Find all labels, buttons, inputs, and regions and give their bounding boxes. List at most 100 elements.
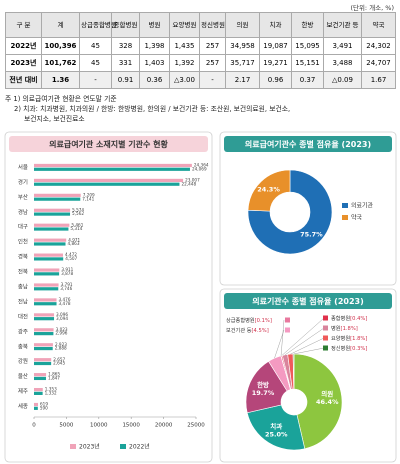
table-cell: 15,095 xyxy=(291,37,324,55)
table-cell: 0.36 xyxy=(139,71,170,89)
header-cell: 보건기관 등 xyxy=(323,12,362,38)
legend-swatch xyxy=(70,444,76,449)
header-row: 구 분 계 상급종합병원 종합병원 병원 요양병원 정신병원 의원 치과 한방 보건기관 등 약국 xyxy=(5,12,396,38)
callout-label: 요양병원[1.8%] xyxy=(331,334,367,342)
bar xyxy=(34,373,47,377)
header-cell: 약국 xyxy=(361,12,396,38)
header-cell: 상급종합병원 xyxy=(79,12,117,38)
header-cell: 병원 xyxy=(139,12,170,38)
bar xyxy=(34,223,70,227)
pie-slice xyxy=(280,355,292,390)
category-label: 전남 xyxy=(18,297,28,305)
bar xyxy=(34,182,180,186)
legend-swatch xyxy=(342,215,348,220)
legend-swatch xyxy=(323,345,328,351)
pie-slice xyxy=(268,355,291,392)
x-tick-label: 0 xyxy=(32,423,36,429)
value-label: 5,314 xyxy=(70,226,82,231)
value-label: 7,209 xyxy=(83,192,95,197)
bar xyxy=(34,313,55,317)
table-cell: 35,717 xyxy=(225,54,260,72)
bar xyxy=(34,208,71,212)
value-label: 1,865 xyxy=(48,372,60,377)
table-row: 2022년 100,396 45 328 1,398 1,435 257 34,958 19,0… xyxy=(5,37,396,55)
slice-name: 한방 xyxy=(257,380,269,389)
table-cell: 1,435 xyxy=(169,37,200,55)
unit-note: (단위: 개소, %) xyxy=(350,4,394,12)
table-cell: 100,396 xyxy=(41,37,80,55)
value-label: 3,096 xyxy=(56,312,68,317)
value-label: 3,478 xyxy=(59,301,71,306)
value-label: 3,878 xyxy=(61,271,73,276)
header-cell: 정신병원 xyxy=(199,12,226,38)
bar xyxy=(34,197,81,201)
value-label: 25.0% xyxy=(265,430,288,438)
slice-name: 의원 xyxy=(321,389,333,398)
category-label: 서울 xyxy=(18,163,28,171)
value-label: 22,448 xyxy=(181,181,196,186)
table-cell: 1.36 xyxy=(41,71,80,89)
title-band xyxy=(224,293,392,309)
bar xyxy=(34,361,52,366)
table-cell: 3,491 xyxy=(323,37,362,55)
value-label: 5,562 xyxy=(72,211,84,216)
legend-swatch xyxy=(285,317,290,323)
table-cell: 15,151 xyxy=(291,54,324,72)
callout-label: 종합병원[0.4%] xyxy=(331,314,367,322)
header-cell: 의원 xyxy=(225,12,260,38)
bar xyxy=(34,163,192,168)
table-cell: 전년 대비 xyxy=(5,71,42,89)
legend-label: 2022년 xyxy=(129,443,150,451)
value-label: 1,847 xyxy=(48,376,60,381)
x-tick-label: 25000 xyxy=(187,423,205,429)
category-label: 세종 xyxy=(18,402,28,410)
bar xyxy=(34,272,60,276)
value-label: 24,069 xyxy=(192,166,207,171)
title-band xyxy=(9,136,208,152)
category-label: 강원 xyxy=(18,357,28,365)
bar xyxy=(34,332,54,336)
table-cell: 1,403 xyxy=(139,54,170,72)
table-cell: 1,398 xyxy=(139,37,170,55)
notes: 주 1) 의료급여기관 현황은 연도말 기준 2) 치과: 치과병원, 치과의원 … xyxy=(5,94,290,124)
chart-title: 의료기관수 종별 점유율 (2023) xyxy=(252,296,364,306)
value-label: 1,353 xyxy=(45,387,57,392)
bar xyxy=(34,257,64,261)
bar xyxy=(34,346,53,351)
header-cell: 계 xyxy=(41,12,80,38)
pie-slice xyxy=(281,354,293,390)
table-cell: 1,392 xyxy=(169,54,200,72)
value-label: 5,574 xyxy=(72,207,84,212)
value-label: 7,141 xyxy=(82,196,94,201)
slice-name: 요양병원 xyxy=(331,334,350,342)
value-label: [1.8%] xyxy=(350,336,367,342)
x-tick-label: 20000 xyxy=(155,423,173,429)
legend-swatch xyxy=(342,203,348,208)
bar xyxy=(34,283,59,287)
legend-swatch xyxy=(120,444,126,449)
category-label: 경남 xyxy=(18,208,28,216)
value-label: [0.1%] xyxy=(255,318,272,324)
slice-name: 상급종합병원 xyxy=(226,316,255,324)
value-label: [0.3%] xyxy=(350,346,367,352)
table-cell: 34,958 xyxy=(225,37,260,55)
pie-slice xyxy=(293,353,343,450)
bar xyxy=(34,167,190,171)
value-label: 2,645 xyxy=(53,361,65,366)
table-cell: 0.91 xyxy=(111,71,140,89)
table-cell: 257 xyxy=(199,37,226,55)
table-cell: 1.67 xyxy=(361,71,396,89)
bar xyxy=(34,238,67,242)
category-label: 대구 xyxy=(18,223,28,231)
bar xyxy=(34,358,52,362)
header-cell: 종합병원 xyxy=(111,12,140,38)
value-label: 3,746 xyxy=(60,286,72,291)
table-cell: 3,488 xyxy=(323,54,362,72)
value-label: [4.5%] xyxy=(252,328,269,334)
pie-slice xyxy=(245,360,288,414)
table-cell: 328 xyxy=(111,37,140,55)
table-cell: 24,707 xyxy=(361,54,396,72)
table-cell: 19,271 xyxy=(259,54,292,72)
value-label: 5,461 xyxy=(71,222,83,227)
title-band xyxy=(224,136,392,152)
